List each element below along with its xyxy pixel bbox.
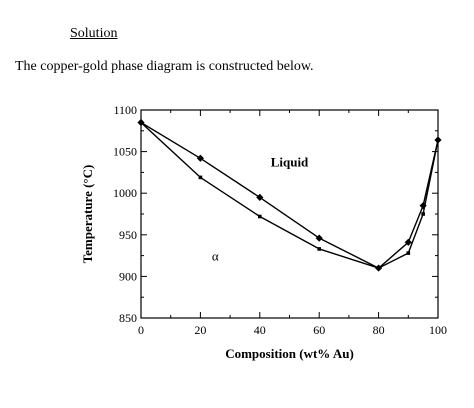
data-point: [258, 214, 262, 219]
series-layer: [137, 118, 442, 272]
data-point: [436, 138, 440, 142]
axis-ticks: [140, 109, 439, 319]
data-point: [196, 154, 204, 162]
section-heading: Solution: [70, 26, 118, 41]
data-point: [404, 238, 412, 246]
data-point: [198, 175, 203, 180]
y-tick-label: 1000: [113, 186, 137, 200]
data-point: [256, 193, 264, 201]
x-tick-label: 80: [373, 323, 385, 337]
data-point: [376, 266, 381, 270]
series-line-2: [140, 121, 439, 269]
data-point: [406, 251, 411, 255]
y-tick-label: 850: [119, 311, 137, 325]
data-point: [421, 212, 425, 216]
y-tick-label: 1050: [113, 145, 137, 159]
intro-text: The copper-gold phase diagram is constru…: [15, 59, 314, 74]
labels-layer: 0 20 40 60 80 100 850 900 950 1000 1050 1100 Liquid α: [113, 103, 447, 337]
region-label: Liquid: [271, 155, 309, 170]
y-tick-label: 950: [119, 228, 137, 242]
x-axis-title: Composition (wt% Au): [225, 346, 354, 361]
x-tick-label: 40: [254, 323, 266, 337]
x-tick-label: 20: [194, 323, 206, 337]
plot-frame: [140, 109, 439, 319]
series-line-1: [140, 121, 439, 269]
x-tick-label: 60: [313, 323, 325, 337]
y-tick-label: 900: [119, 269, 137, 283]
x-tick-label: 100: [429, 323, 447, 337]
y-tick-label: 1100: [113, 103, 137, 117]
x-tick-label: 0: [138, 323, 144, 337]
region-label: α: [212, 249, 219, 264]
y-axis-title: Temperature (°C): [80, 165, 95, 264]
data-point: [317, 247, 321, 251]
data-point: [139, 120, 143, 125]
data-point: [315, 234, 323, 242]
data-point: [419, 202, 427, 210]
